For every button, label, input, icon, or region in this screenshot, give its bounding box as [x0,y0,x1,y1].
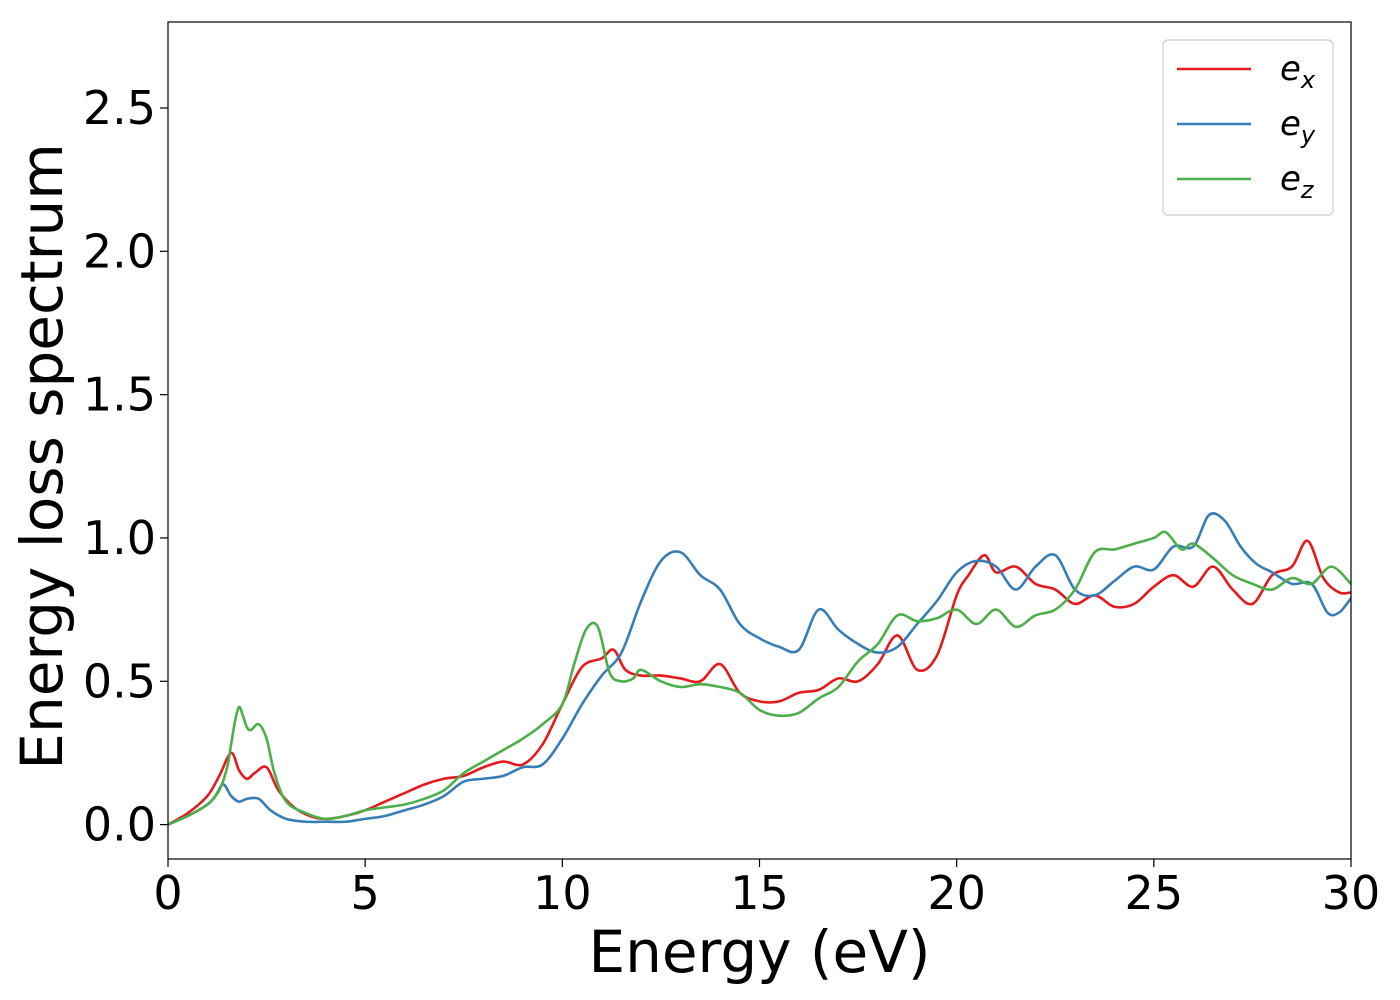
y-axis: 0.0 0.5 1.0 1.5 2.0 2.5 [83,81,168,852]
x-tick-label: 15 [730,866,789,920]
y-tick-label: 1.0 [83,511,156,565]
x-tick-label: 20 [927,866,986,920]
y-tick-label: 0.0 [83,798,156,852]
y-tick-label: 1.5 [83,368,156,422]
x-axis-label: Energy (eV) [588,918,930,986]
y-tick-label: 2.5 [83,81,156,135]
series-line-y [168,512,1351,826]
y-axis-label: Energy loss spectrum [8,143,76,769]
x-tick-label: 30 [1322,866,1381,920]
x-tick-label: 10 [533,866,592,920]
y-tick-label: 2.0 [83,224,156,278]
legend-box [1162,39,1334,216]
legend-label-z: ez [1280,159,1315,204]
legend: ex ey ez [1162,39,1334,216]
y-tick-label: 0.5 [83,654,156,708]
x-tick-label: 25 [1125,866,1184,920]
x-tick-label: 5 [351,866,380,920]
legend-label-x: ex [1280,49,1316,94]
series-line-z [168,530,1351,826]
series-layer [168,512,1351,826]
legend-label-y: ey [1280,104,1316,149]
x-tick-label: 0 [153,866,182,920]
x-axis: 0 5 10 15 20 25 30 [153,859,1380,920]
